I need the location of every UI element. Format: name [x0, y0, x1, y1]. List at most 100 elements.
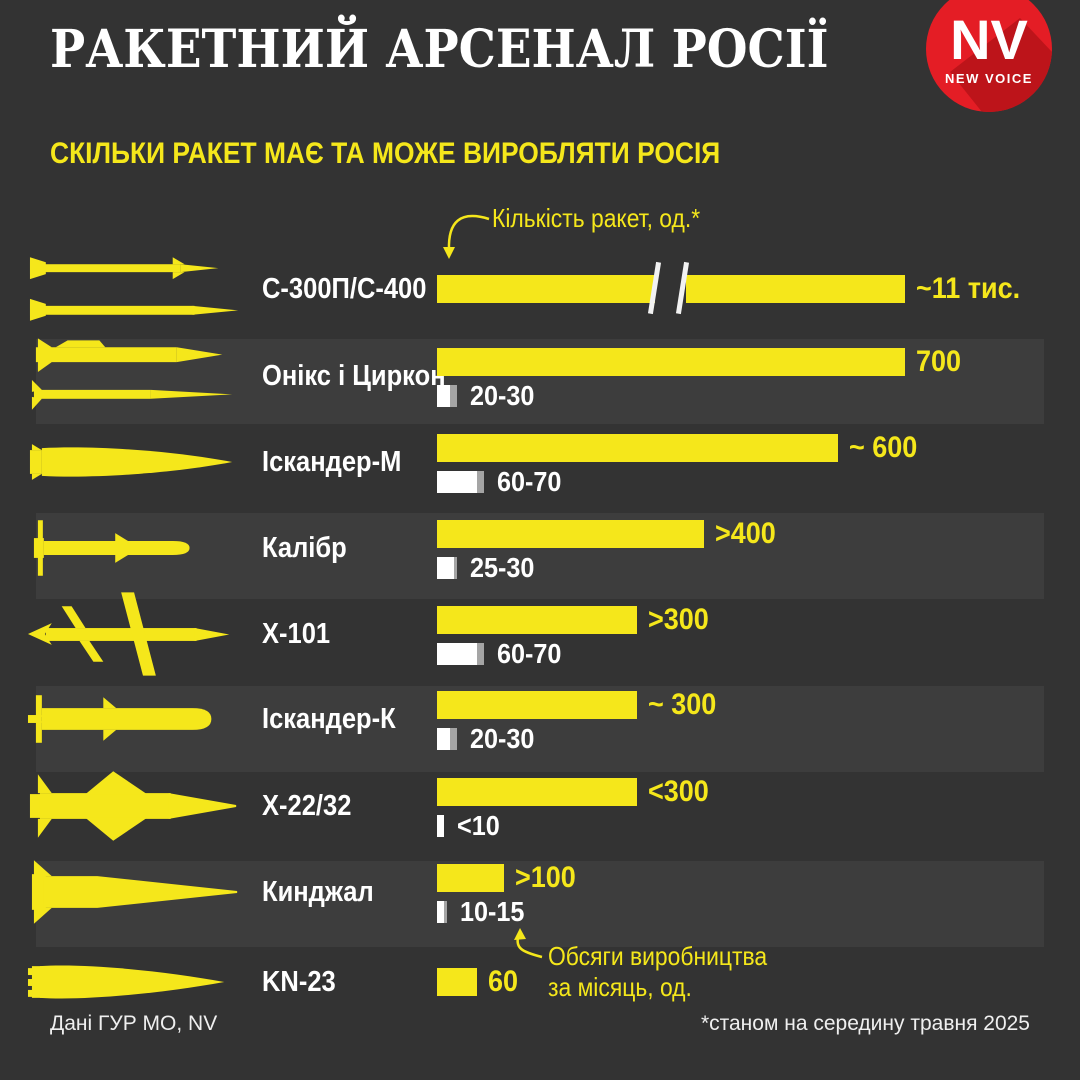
production-bar [437, 728, 450, 750]
production-value-text: 10-15 [460, 896, 525, 927]
production-range-bar [454, 557, 457, 579]
stock-annotation: Кількість ракет, од.* [492, 203, 729, 234]
date-footnote-text: *станом на середину травня 2025 [700, 1012, 1030, 1035]
production-value-label: 20-30 [470, 380, 542, 412]
missile-name: Кинджал [262, 876, 389, 908]
page-title: РАКЕТНИЙ АРСЕНАЛ РОСІЇ [50, 22, 915, 78]
logo-shadow [950, 18, 1052, 112]
production-value-label: 25-30 [470, 552, 542, 584]
stock-bar-segment [686, 275, 905, 303]
x101-icon [26, 592, 254, 676]
stock-bar [437, 434, 838, 462]
stock-value-text: ~ 300 [648, 688, 717, 721]
kinzhal-icon [26, 850, 254, 934]
missile-name: Калібр [262, 532, 358, 564]
production-value-text: 60-70 [497, 638, 562, 669]
stock-value-label: ~ 600 [849, 432, 925, 464]
source-note-text: Дані ГУР МО, NV [50, 1012, 218, 1035]
date-footnote: *станом на середину травня 2025 [701, 1012, 1030, 1036]
logo-initials: NV [950, 8, 1028, 71]
production-bar [437, 557, 454, 579]
production-bar [437, 385, 450, 407]
production-annotation-line1: Обсяги виробництва [548, 941, 768, 971]
missile-name-text: Іскандер-М [262, 446, 402, 478]
missile-name-text: KN-23 [262, 966, 336, 998]
missile-name: Іскандер-М [262, 446, 420, 478]
missile-name-text: Х-22/32 [262, 790, 352, 822]
stock-value-text: >100 [515, 861, 576, 894]
stock-value-text: <300 [648, 775, 709, 808]
stock-bar [437, 520, 704, 548]
nv-logo: NV NEW VOICE [926, 0, 1052, 112]
production-bar [437, 815, 444, 837]
missile-name-text: Кинджал [262, 876, 374, 908]
stock-value-label: ~ 300 [648, 689, 724, 721]
missile-name-text: С-300П/С-400 [262, 273, 427, 305]
stock-bar-segment [437, 275, 655, 303]
production-bar [437, 471, 477, 493]
production-range-bar [477, 471, 484, 493]
stock-bar [437, 348, 905, 376]
missile-name-text: Х-101 [262, 618, 331, 650]
oniks-icon [26, 334, 254, 418]
production-value-label: 60-70 [497, 466, 569, 498]
stock-value-label: >100 [515, 862, 583, 894]
row-stripe [36, 861, 1044, 947]
missile-name: Х-22/32 [262, 790, 364, 822]
production-value-label: <10 [457, 810, 505, 842]
stock-annotation-arrow [447, 214, 490, 251]
iskander-k-icon [26, 677, 254, 761]
missile-name: KN-23 [262, 966, 346, 998]
stock-bar [437, 691, 637, 719]
subtitle: Скільки ракет має та може виробляти Росі… [50, 136, 812, 172]
production-value-label: 20-30 [470, 723, 542, 755]
stock-value-text: >300 [648, 603, 709, 636]
s300-icon [26, 247, 254, 331]
production-bar [437, 643, 477, 665]
stock-value-text: ~ 600 [849, 431, 918, 464]
production-value-text: 25-30 [470, 552, 535, 583]
stock-bar [437, 864, 504, 892]
stock-value-text: 60 [488, 965, 519, 998]
missile-name: Х-101 [262, 618, 339, 650]
stock-annotation-text: Кількість ракет, од.* [492, 203, 701, 233]
stock-value-label: 60 [488, 966, 521, 998]
stock-bar [437, 968, 477, 996]
production-range-bar [444, 901, 447, 923]
stock-value-label: ~11 тис. [916, 273, 1032, 305]
stock-arrowhead-icon [443, 247, 455, 259]
stock-value-text: 700 [916, 345, 962, 378]
missile-name: С-300П/С-400 [262, 273, 449, 305]
kalibr-icon [26, 506, 254, 590]
production-value-text: 60-70 [497, 466, 562, 497]
production-bar [437, 901, 444, 923]
stock-value-label: <300 [648, 776, 716, 808]
stock-value-label: >300 [648, 604, 716, 636]
stock-value-label: 700 [916, 346, 966, 378]
production-range-bar [477, 643, 484, 665]
production-value-label: 60-70 [497, 638, 569, 670]
x22-icon [26, 764, 254, 848]
logo-subtext: NEW VOICE [945, 71, 1033, 86]
production-value-text: <10 [457, 810, 500, 841]
production-annotation: Обсяги виробництва за місяць, од. [548, 941, 797, 1003]
missile-name-text: Онікс і Циркон [262, 360, 446, 392]
missile-name-text: Іскандер-К [262, 703, 396, 735]
subtitle-text: Скільки ракет має та може виробляти Росі… [50, 137, 721, 170]
missile-name: Онікс і Циркон [262, 360, 471, 392]
stock-value-text: ~11 тис. [916, 272, 1021, 305]
iskander-m-icon [26, 420, 254, 504]
production-range-bar [450, 728, 457, 750]
production-value-text: 20-30 [470, 380, 535, 411]
production-value-text: 20-30 [470, 723, 535, 754]
production-annotation-line2: за місяць, од. [548, 972, 692, 1002]
stock-value-label: >400 [715, 518, 783, 550]
missile-name: Іскандер-К [262, 703, 414, 735]
stock-value-text: >400 [715, 517, 776, 550]
page-title-text: РАКЕТНИЙ АРСЕНАЛ РОСІЇ [50, 19, 829, 80]
production-range-bar [450, 385, 457, 407]
stock-bar [437, 606, 637, 634]
source-note: Дані ГУР МО, NV [50, 1012, 217, 1036]
stock-bar [437, 778, 637, 806]
